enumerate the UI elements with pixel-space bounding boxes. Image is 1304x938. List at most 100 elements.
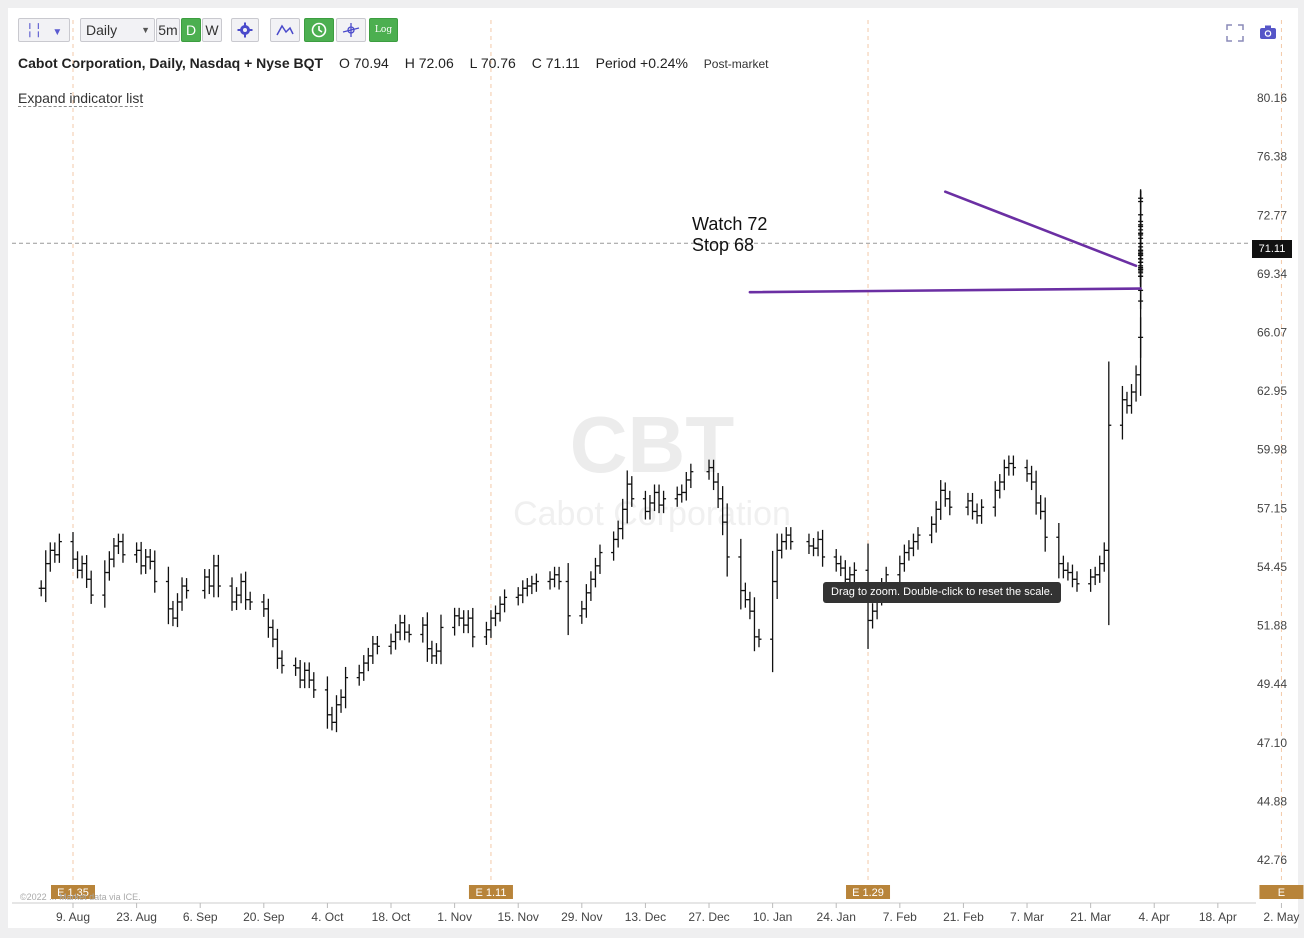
ohlc-bar[interactable]: [547, 571, 553, 590]
interval-select[interactable]: Daily ▼: [80, 18, 155, 42]
fullscreen-button[interactable]: [1226, 24, 1244, 42]
ohlc-bar[interactable]: [592, 557, 598, 588]
ohlc-bar[interactable]: [406, 624, 412, 643]
earnings-badge[interactable]: [846, 885, 891, 899]
ohlc-bar[interactable]: [811, 538, 817, 557]
earnings-badge[interactable]: [1259, 885, 1304, 899]
ohlc-bar[interactable]: [111, 537, 117, 568]
ohlc-bar[interactable]: [524, 578, 530, 597]
ohlc-bar[interactable]: [397, 614, 403, 641]
ohlc-bar[interactable]: [833, 549, 839, 572]
annotation-stop[interactable]: Stop 68: [692, 235, 754, 255]
ohlc-bar[interactable]: [788, 527, 794, 550]
ohlc-bar[interactable]: [138, 541, 144, 575]
ohlc-bar[interactable]: [529, 575, 535, 595]
interval-w-button[interactable]: W: [202, 18, 222, 42]
ohlc-bar[interactable]: [306, 662, 312, 689]
ohlc-bar[interactable]: [302, 662, 308, 689]
ohlc-bar[interactable]: [556, 566, 562, 590]
annotation-watch[interactable]: Watch 72: [692, 214, 767, 234]
ohlc-bar[interactable]: [738, 538, 744, 610]
ohlc-bar[interactable]: [374, 635, 380, 655]
ohlc-bar[interactable]: [1133, 365, 1139, 402]
ohlc-bar[interactable]: [588, 571, 594, 601]
ohlc-bar[interactable]: [910, 533, 916, 557]
ohlc-bar[interactable]: [838, 555, 844, 577]
draw-line-button[interactable]: [270, 18, 300, 42]
ohlc-bar[interactable]: [1038, 495, 1044, 520]
ohlc-bar[interactable]: [152, 550, 158, 593]
ohlc-bar[interactable]: [338, 689, 344, 713]
log-scale-button[interactable]: Log: [369, 18, 398, 42]
ohlc-bar[interactable]: [1001, 459, 1007, 491]
interval-5m-button[interactable]: 5m: [156, 18, 180, 42]
ohlc-bar[interactable]: [247, 591, 253, 610]
ohlc-bar[interactable]: [1092, 566, 1098, 586]
ohlc-bar[interactable]: [1029, 465, 1035, 491]
crosshair-button[interactable]: [336, 18, 366, 42]
ohlc-bar[interactable]: [770, 550, 776, 673]
ohlc-bar[interactable]: [942, 482, 948, 507]
ohlc-bar[interactable]: [815, 531, 821, 557]
ohlc-bar[interactable]: [970, 492, 976, 520]
ohlc-bar[interactable]: [297, 660, 303, 689]
ohlc-bar[interactable]: [147, 549, 153, 570]
ohlc-bar[interactable]: [429, 640, 435, 664]
ohlc-bar[interactable]: [261, 594, 267, 617]
ohlc-bar[interactable]: [897, 555, 903, 583]
ohlc-bar[interactable]: [174, 593, 180, 628]
ohlc-bar[interactable]: [747, 591, 753, 620]
camera-button[interactable]: [1259, 24, 1277, 40]
ohlc-bar[interactable]: [488, 610, 494, 638]
ohlc-bar[interactable]: [611, 531, 617, 561]
clock-button[interactable]: [304, 18, 334, 42]
ohlc-bar[interactable]: [52, 542, 58, 563]
ohlc-bar[interactable]: [870, 603, 876, 629]
earnings-badge[interactable]: [468, 885, 513, 899]
trendline[interactable]: [943, 190, 1138, 268]
ohlc-bar[interactable]: [724, 503, 730, 577]
ohlc-bar[interactable]: [311, 672, 317, 698]
settings-button[interactable]: [231, 18, 259, 42]
ohlc-bar[interactable]: [688, 463, 694, 489]
ohlc-bar[interactable]: [565, 563, 571, 636]
ohlc-bar[interactable]: [234, 587, 240, 611]
ohlc-bar[interactable]: [938, 480, 944, 520]
ohlc-bar[interactable]: [1042, 497, 1048, 552]
chart-style-button[interactable]: ╎╎ ▼: [18, 18, 70, 42]
ohlc-bar[interactable]: [47, 542, 53, 572]
ohlc-bar[interactable]: [420, 617, 426, 643]
ohlc-bar[interactable]: [70, 532, 76, 569]
ohlc-bar[interactable]: [343, 666, 349, 709]
ohlc-bar[interactable]: [452, 607, 458, 636]
ohlc-bar[interactable]: [756, 628, 762, 648]
ohlc-bar[interactable]: [402, 614, 408, 641]
ohlc-bar[interactable]: [388, 633, 394, 655]
ohlc-bar[interactable]: [370, 635, 376, 664]
ohlc-bar[interactable]: [79, 555, 85, 579]
ohlc-bar[interactable]: [806, 533, 812, 555]
expand-indicator-link[interactable]: Expand indicator list: [18, 90, 144, 107]
ohlc-bar[interactable]: [661, 490, 667, 514]
ohlc-bar[interactable]: [597, 544, 603, 574]
ohlc-bar[interactable]: [1033, 470, 1039, 515]
ohlc-bar[interactable]: [433, 643, 439, 664]
ohlc-bar[interactable]: [1138, 235, 1144, 261]
ohlc-bar[interactable]: [75, 551, 81, 579]
ohlc-bar[interactable]: [779, 533, 785, 559]
ohlc-bar[interactable]: [933, 501, 939, 533]
ohlc-bar[interactable]: [1124, 391, 1130, 414]
ohlc-bar[interactable]: [851, 562, 857, 583]
ohlc-bar[interactable]: [215, 554, 221, 598]
ohlc-bar[interactable]: [947, 490, 953, 516]
ohlc-bar[interactable]: [238, 573, 244, 604]
ohlc-bar[interactable]: [211, 554, 217, 598]
ohlc-bar[interactable]: [579, 600, 585, 624]
ohlc-bar[interactable]: [629, 476, 635, 507]
ohlc-bar[interactable]: [520, 580, 526, 604]
ohlc-bar[interactable]: [202, 569, 208, 599]
ohlc-bar[interactable]: [470, 607, 476, 648]
ohlc-bar[interactable]: [1056, 522, 1062, 579]
interval-d-button[interactable]: D: [181, 18, 201, 42]
